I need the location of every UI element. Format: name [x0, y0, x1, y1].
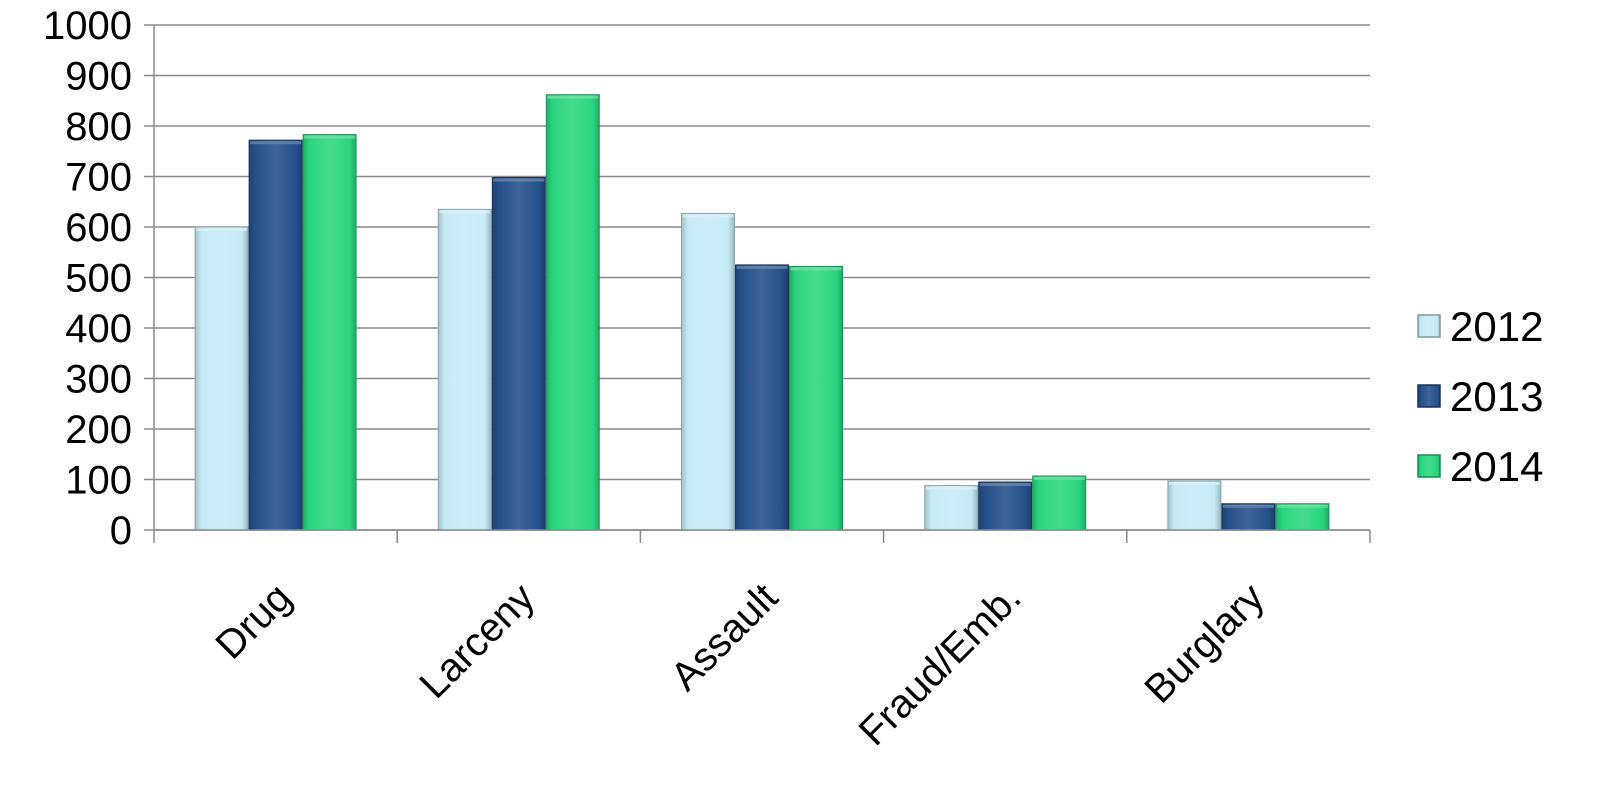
bar-2013-burglary: [1221, 503, 1276, 531]
x-tick-label: Assault: [662, 575, 786, 699]
bar-highlight: [304, 135, 356, 139]
y-tick-label: 300: [65, 358, 132, 402]
bar-2012-burglary: [1167, 480, 1222, 531]
bar-highlight: [1276, 504, 1328, 508]
bar-highlight: [547, 95, 599, 99]
legend-label: 2012: [1450, 303, 1543, 350]
bar-2014-larceny: [545, 94, 600, 531]
bar-2014-burglary: [1275, 503, 1330, 531]
bar-highlight: [439, 210, 491, 214]
bar-2012-larceny: [437, 208, 492, 531]
y-tick-label: 900: [65, 55, 132, 99]
y-tick-label: 600: [65, 206, 132, 250]
bar-highlight: [979, 483, 1031, 487]
bar-2014-drug: [302, 134, 357, 531]
bar-2013-larceny: [491, 177, 546, 531]
y-tick-label: 100: [65, 459, 132, 503]
bar-highlight: [790, 267, 842, 271]
bar-highlight: [1222, 504, 1274, 508]
x-tick-label: Larceny: [411, 575, 543, 707]
bar-2013-drug: [248, 139, 303, 531]
legend-swatch-2012: [1417, 314, 1441, 338]
legend-swatch-2013: [1417, 384, 1441, 408]
y-tick-label: 200: [65, 408, 132, 452]
bar-highlight: [925, 486, 977, 490]
bar-highlight: [250, 141, 302, 145]
legend-swatch-2014: [1417, 454, 1441, 478]
bar-2014-fraud-emb-: [1032, 475, 1087, 531]
legend-label: 2014: [1450, 443, 1543, 490]
y-tick-label: 400: [65, 307, 132, 351]
bar-highlight: [736, 265, 788, 269]
y-tick-label: 700: [65, 156, 132, 200]
bar-highlight: [682, 214, 734, 218]
bar-highlight: [1168, 482, 1220, 486]
bar-2013-fraud-emb-: [978, 481, 1033, 531]
y-tick-label: 800: [65, 105, 132, 149]
bar-2012-fraud-emb-: [924, 485, 979, 531]
bar-2012-assault: [681, 212, 735, 531]
legend-label: 2013: [1450, 373, 1543, 420]
bar-2012-drug: [194, 226, 249, 531]
x-tick-label: Burglary: [1136, 575, 1272, 711]
legend: 2012 2013 2014: [1417, 303, 1543, 490]
y-tick-label: 1000: [43, 4, 132, 48]
bar-highlight: [196, 228, 248, 231]
bar-highlight: [1033, 476, 1085, 480]
bars: [194, 94, 1330, 531]
y-tick-label: 0: [110, 509, 132, 553]
x-tick-label: Drug: [208, 575, 300, 667]
bar-2013-assault: [735, 264, 789, 531]
bar-highlight: [493, 178, 545, 182]
x-tick-label: Fraud/Emb.: [851, 575, 1030, 754]
y-tick-label: 500: [65, 257, 132, 301]
bar-2014-assault: [789, 265, 843, 531]
